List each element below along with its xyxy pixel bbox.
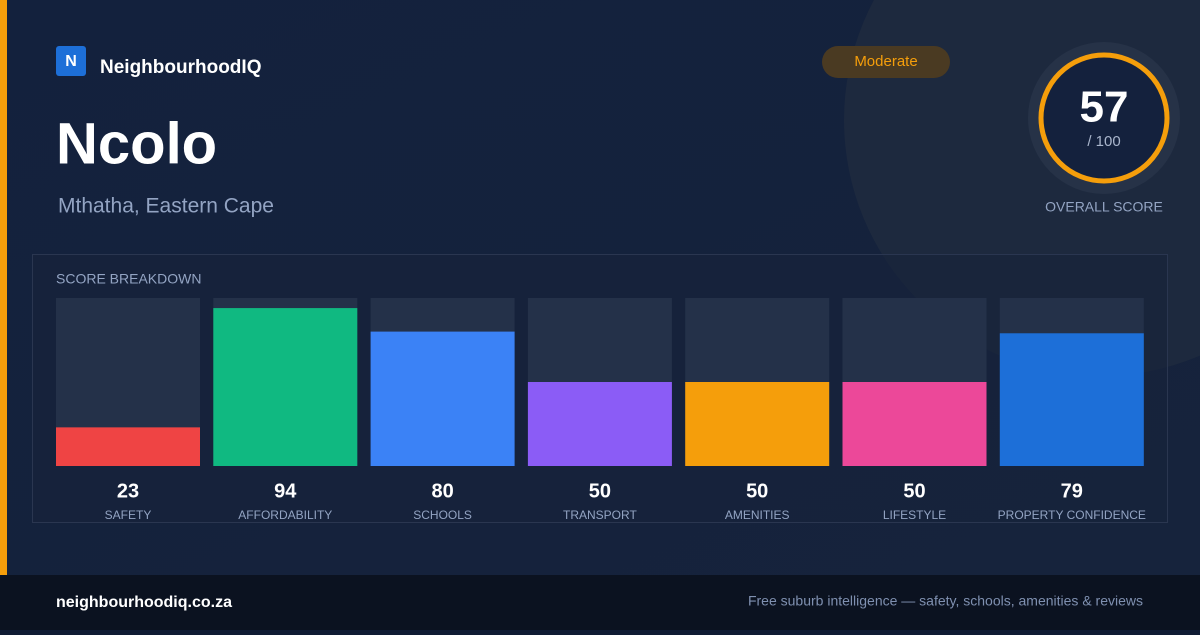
- footer-tagline: Free suburb intelligence — safety, schoo…: [748, 593, 1143, 609]
- bar: [56, 427, 200, 466]
- footer-url: neighbourhoodiq.co.za: [56, 594, 232, 611]
- category-label: SAFETY: [105, 508, 152, 522]
- accent-stripe: [0, 0, 7, 575]
- value-label: 50: [746, 480, 768, 502]
- category-label: TRANSPORT: [563, 508, 637, 522]
- bar: [213, 308, 358, 466]
- score-value: 57: [1080, 83, 1129, 132]
- subtitle: Mthatha, Eastern Cape: [58, 195, 274, 218]
- score-max: / 100: [1087, 133, 1120, 150]
- category-label: SCHOOLS: [413, 508, 472, 522]
- category-label: AMENITIES: [725, 508, 790, 522]
- footer: [0, 575, 1200, 630]
- category-label: AFFORDABILITY: [238, 508, 332, 522]
- value-label: 50: [903, 480, 925, 502]
- gauge-ring: [1038, 52, 1170, 184]
- value-label: 94: [274, 480, 297, 502]
- page-title: Ncolo: [56, 111, 217, 176]
- bar: [370, 331, 515, 466]
- chart-title: SCORE BREAKDOWN: [56, 271, 201, 287]
- value-label: 80: [431, 480, 453, 502]
- badge: [822, 46, 950, 78]
- value-label: 79: [1061, 480, 1083, 502]
- value-label: 50: [589, 480, 611, 502]
- bar: [842, 382, 987, 466]
- brand-name: NeighbourhoodIQ: [100, 57, 261, 78]
- category-label: PROPERTY CONFIDENCE: [998, 508, 1146, 522]
- bar: [999, 333, 1144, 466]
- bar: [527, 382, 672, 466]
- score-caption: OVERALL SCORE: [1045, 199, 1163, 215]
- value-label: 23: [117, 480, 139, 502]
- badge-text: Moderate: [854, 53, 917, 70]
- logo-letter: N: [65, 53, 77, 70]
- bar: [685, 382, 830, 466]
- logo-box: [56, 46, 86, 76]
- category-label: LIFESTYLE: [883, 508, 946, 522]
